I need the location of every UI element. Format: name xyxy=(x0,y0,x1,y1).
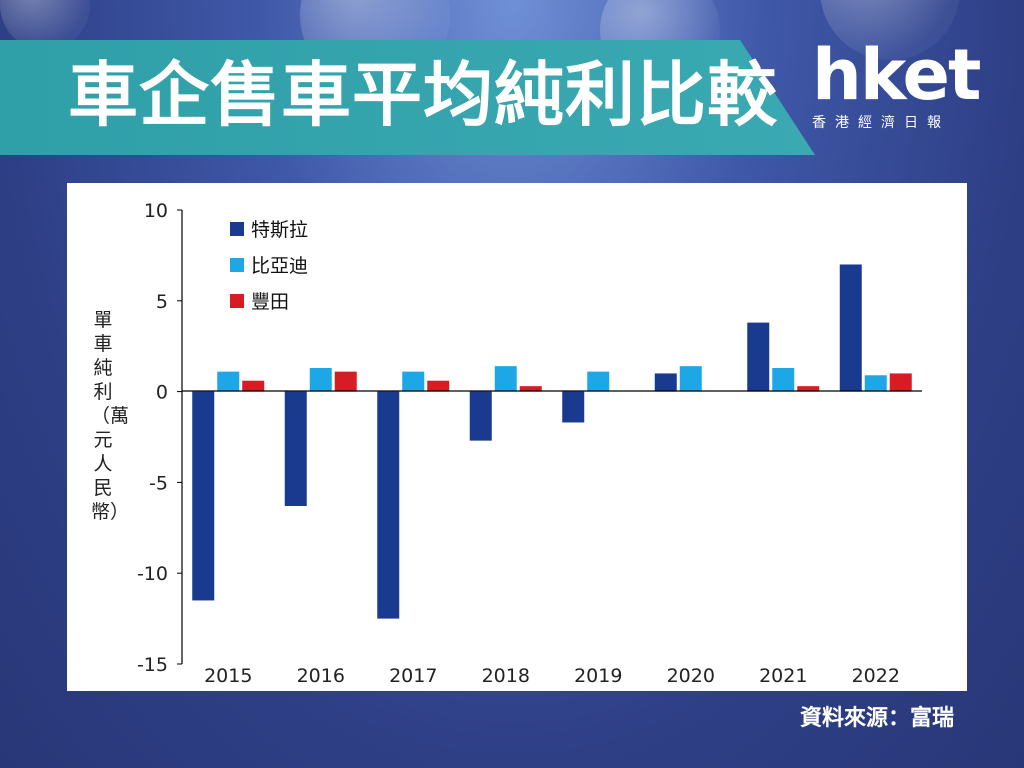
y-tick-label: -15 xyxy=(137,654,168,676)
bar-2022-2 xyxy=(889,373,912,392)
bar-2021-0 xyxy=(747,322,770,392)
legend-label: 豐田 xyxy=(251,291,289,313)
data-source-note: 資料來源：富瑞 xyxy=(800,706,955,731)
bar-2018-0 xyxy=(469,391,492,441)
x-tick-label: 2017 xyxy=(389,665,437,687)
chart-panel xyxy=(67,183,967,691)
bar-2017-1 xyxy=(402,371,425,392)
bar-2022-1 xyxy=(864,375,887,392)
bar-2021-2 xyxy=(797,386,820,392)
bar-2017-0 xyxy=(377,391,400,619)
bar-2015-0 xyxy=(192,391,215,601)
x-tick-label: 2021 xyxy=(759,665,807,687)
legend-swatch xyxy=(230,222,244,236)
legend-label: 比亞迪 xyxy=(251,255,308,277)
y-tick-label: 5 xyxy=(156,291,168,313)
hket-logo: hket 香港經濟日報 xyxy=(812,40,987,136)
bar-2020-0 xyxy=(654,373,677,392)
bar-2018-2 xyxy=(519,386,542,392)
legend-swatch xyxy=(230,258,244,272)
bar-2019-1 xyxy=(587,371,610,392)
bar-2021-1 xyxy=(772,367,795,392)
bar-2016-1 xyxy=(309,367,332,392)
bar-2020-1 xyxy=(679,366,702,392)
title-banner xyxy=(0,40,815,155)
bar-2019-0 xyxy=(562,391,585,423)
bar-2022-0 xyxy=(839,264,862,392)
y-tick-label: 10 xyxy=(144,200,168,222)
bar-2017-2 xyxy=(427,380,450,392)
bar-2018-1 xyxy=(494,366,517,392)
page-title: 車企售車平均純利比較 xyxy=(68,54,778,136)
bar-2015-2 xyxy=(242,380,265,392)
y-axis-label: 單車純利（萬元人民幣） xyxy=(91,309,130,523)
x-tick-label: 2020 xyxy=(667,665,715,687)
y-tick-label: -5 xyxy=(149,472,168,494)
x-tick-label: 2016 xyxy=(297,665,345,687)
logo-subtitle: 香港經濟日報 xyxy=(812,115,950,131)
y-tick-label: -10 xyxy=(137,563,168,585)
bar-2016-2 xyxy=(334,371,357,392)
legend-swatch xyxy=(230,294,244,308)
x-tick-label: 2022 xyxy=(852,665,900,687)
logo-wordmark: hket xyxy=(812,34,981,116)
x-tick-label: 2015 xyxy=(204,665,252,687)
legend-label: 特斯拉 xyxy=(251,219,308,241)
y-tick-label: 0 xyxy=(156,382,168,404)
x-tick-label: 2019 xyxy=(574,665,622,687)
x-tick-label: 2018 xyxy=(482,665,530,687)
bar-2016-0 xyxy=(284,391,307,507)
bar-2015-1 xyxy=(217,371,240,392)
